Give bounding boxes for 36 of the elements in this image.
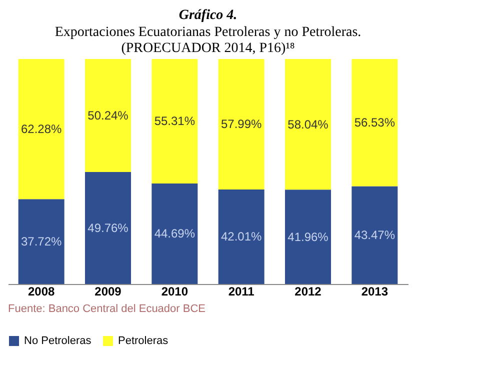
bar	[152, 59, 198, 184]
data-label: 58.04%	[288, 117, 329, 132]
bar	[218, 59, 264, 190]
source-note: Fuente: Banco Central del Ecuador BCE	[8, 303, 206, 315]
bar	[285, 59, 331, 190]
chart-title: Gráfico 4.	[178, 8, 238, 23]
data-label: 43.47%	[354, 228, 396, 242]
bar	[85, 172, 131, 284]
bar	[285, 190, 331, 284]
legend-label: No Petroleras	[24, 335, 92, 347]
x-tick-label: 2012	[294, 284, 322, 298]
data-label: 49.76%	[88, 221, 129, 236]
text: (PROECUADOR 2014, P16)¹⁸	[121, 41, 295, 56]
bar	[18, 199, 64, 284]
data-label: 62.28%	[20, 122, 62, 136]
bar	[218, 189, 264, 284]
data-label: 55.31%	[154, 114, 196, 128]
x-tick-label: 2008	[28, 284, 56, 298]
data-label: 41.96%	[288, 230, 329, 244]
data-label: 57.99%	[220, 117, 262, 132]
bar	[352, 59, 398, 186]
bar	[152, 183, 198, 284]
data-label: 44.69%	[154, 226, 196, 241]
bar	[85, 59, 131, 172]
x-tick-label: 2013	[361, 284, 388, 298]
legend-label: Petroleras	[118, 335, 169, 347]
data-label: 37.72%	[20, 234, 62, 249]
x-tick-label: 2010	[161, 284, 188, 298]
bar	[18, 59, 64, 200]
x-tick-label: 2009	[94, 284, 122, 298]
chart-subtitle: Exportaciones Ecuatorianas Petroleras y no Petroleras.	[54, 25, 362, 40]
data-label: 42.01%	[220, 230, 262, 244]
bar	[352, 186, 398, 284]
data-label: 56.53%	[354, 116, 396, 130]
x-tick-label: 2011	[228, 284, 255, 298]
data-label: 50.24%	[88, 108, 129, 123]
